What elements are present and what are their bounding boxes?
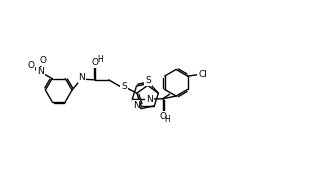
Text: O: O (28, 61, 35, 70)
Text: N: N (146, 95, 153, 104)
Text: Cl: Cl (198, 70, 207, 79)
Text: S: S (145, 76, 151, 85)
Text: O: O (92, 58, 99, 67)
Text: H: H (165, 115, 170, 124)
Text: N: N (37, 67, 44, 76)
Text: O: O (39, 56, 46, 65)
Text: S: S (121, 82, 127, 91)
Text: O: O (159, 112, 166, 121)
Text: N: N (79, 73, 85, 82)
Text: H: H (97, 55, 103, 64)
Text: N: N (133, 101, 140, 110)
